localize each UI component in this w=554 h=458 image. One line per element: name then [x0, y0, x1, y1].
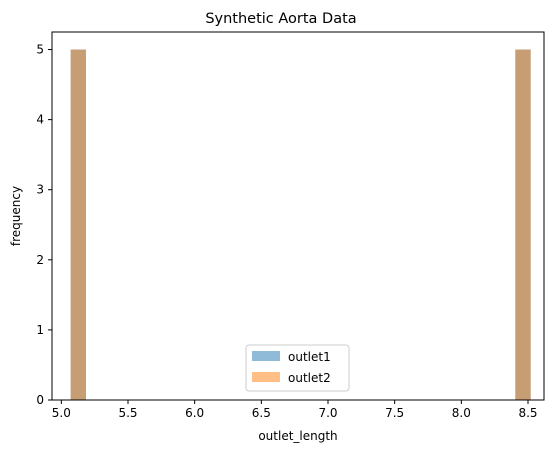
x-tick-label: 6.0	[185, 406, 204, 420]
bar-outlet2-0	[70, 49, 86, 401]
legend-swatch-outlet2	[252, 372, 280, 382]
y-tick-label: 3	[36, 183, 44, 197]
x-tick-label: 5.5	[118, 406, 137, 420]
x-tick-label: 6.5	[252, 406, 271, 420]
chart-title: Synthetic Aorta Data	[205, 11, 356, 27]
x-tick-label: 7.5	[385, 406, 404, 420]
plot-frame	[51, 31, 545, 401]
legend-label-outlet1: outlet1	[288, 350, 331, 364]
y-tick-label: 1	[36, 323, 44, 337]
x-tick-label: 5.0	[52, 406, 71, 420]
y-axis-label: frequency	[9, 186, 23, 246]
x-tick-label: 8.0	[452, 406, 471, 420]
x-tick-label: 8.5	[518, 406, 537, 420]
bar-outlet2-1	[515, 49, 531, 401]
y-tick-label: 0	[36, 393, 44, 407]
legend: outlet1 outlet2	[245, 344, 350, 392]
y-tick-label: 2	[36, 253, 44, 267]
y-tick-label: 5	[36, 43, 44, 57]
x-axis-ticks: 5.0 5.5 6.0 6.5 7.0 7.5 8.0 8.5	[52, 400, 538, 420]
histogram-bars	[70, 49, 531, 401]
legend-swatch-outlet1	[252, 351, 280, 361]
x-axis-label: outlet_length	[258, 429, 337, 443]
y-axis-ticks: 0 1 2 3 4 5	[36, 43, 52, 407]
x-tick-label: 7.0	[318, 406, 337, 420]
legend-label-outlet2: outlet2	[288, 371, 331, 385]
y-tick-label: 4	[36, 113, 44, 127]
